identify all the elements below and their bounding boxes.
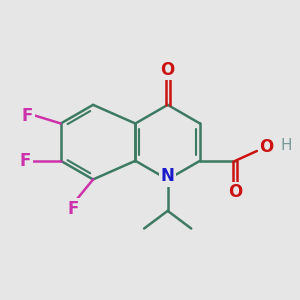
Text: F: F	[22, 106, 33, 124]
Text: F: F	[20, 152, 31, 170]
Text: O: O	[160, 61, 175, 79]
Text: H: H	[280, 138, 292, 153]
Text: O: O	[260, 138, 274, 156]
Text: N: N	[161, 167, 175, 185]
Text: F: F	[68, 200, 79, 218]
Text: O: O	[228, 183, 242, 201]
